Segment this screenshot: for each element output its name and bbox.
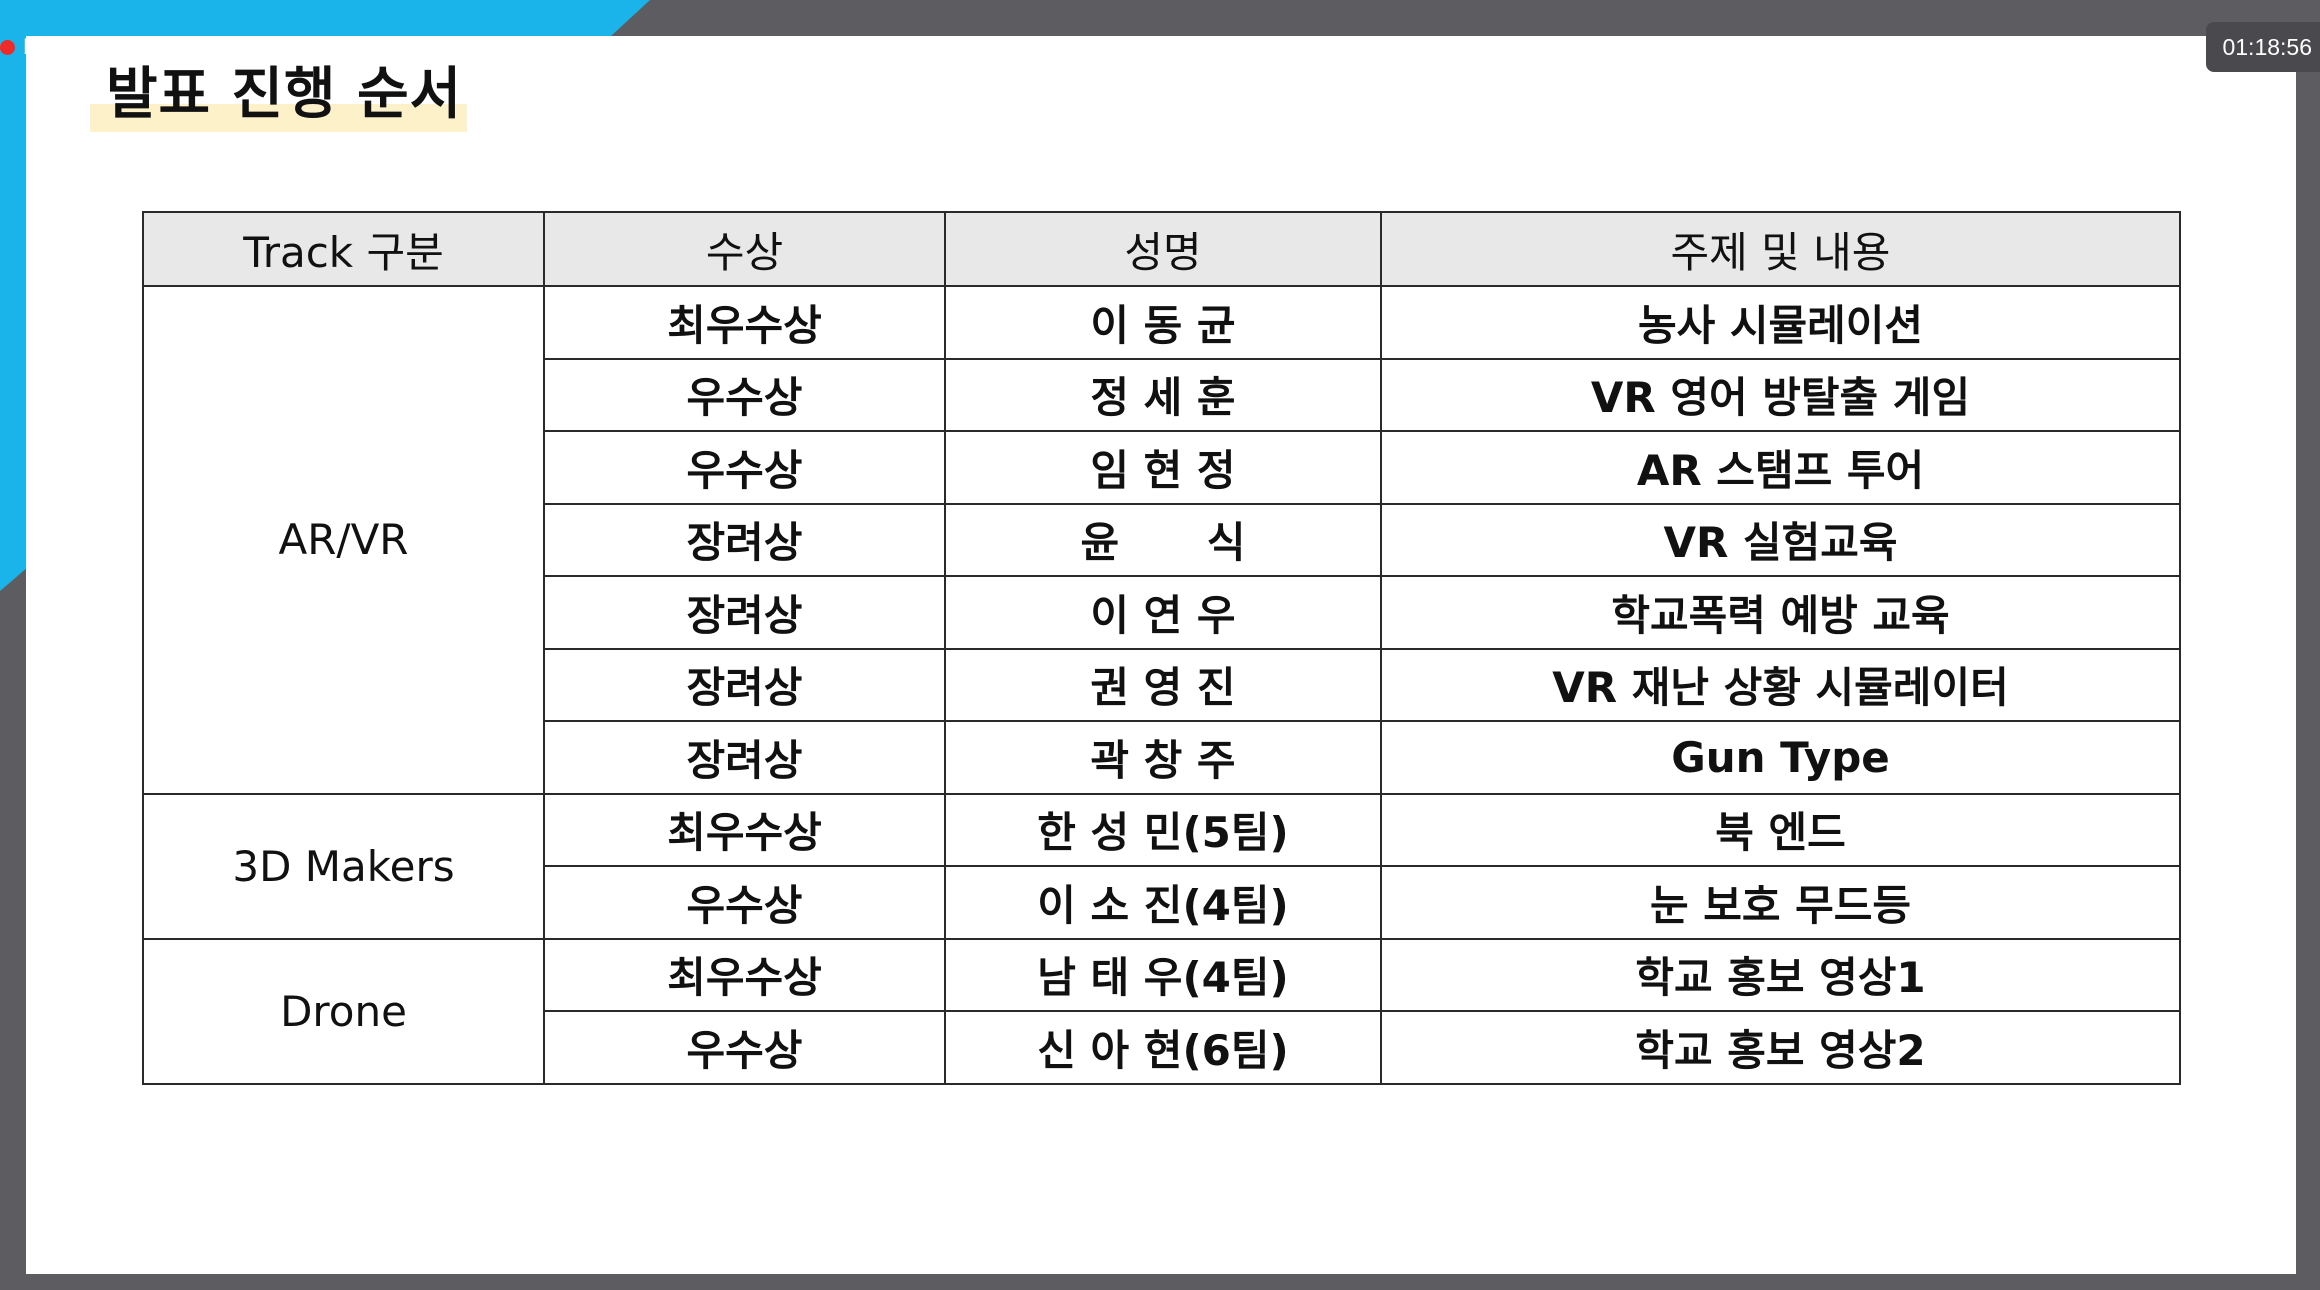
table-row: 3D Makers 최우수상 한 성 민(5팀) 북 엔드	[142, 792, 2181, 940]
award-cell: 우수상	[543, 357, 946, 432]
name-cell: 임 현 정	[944, 430, 1382, 505]
table-row: 우수상 정 세 훈 VR 영어 방탈출 게임	[143, 357, 2181, 432]
elapsed-timer: 01:18:56	[2206, 22, 2320, 72]
topic-cell: 학교폭력 예방 교육	[1380, 575, 2181, 650]
name-cell: 이 동 균	[944, 285, 1382, 360]
name-cell: 곽 창 주	[944, 720, 1382, 795]
awards-table: Track 구분 수상 성명 주제 및 내용 AR/VR 최우수상 이 동 균 …	[142, 211, 2181, 1085]
slide-title: 발표 진행 순서	[106, 62, 463, 127]
award-cell: 우수상	[543, 430, 946, 505]
table-row: 우수상 신 아 현(6팀) 학교 홍보 영상2	[143, 1010, 2181, 1085]
recording-dot-icon	[0, 39, 15, 55]
award-cell: 최우수상	[543, 937, 946, 1012]
table-row: AR/VR 최우수상 이 동 균 농사 시뮬레이션	[142, 285, 2181, 795]
award-cell: 최우수상	[543, 792, 946, 867]
topic-cell: 눈 보호 무드등	[1380, 865, 2181, 940]
header-track: Track 구분	[142, 211, 545, 287]
topic-cell: 농사 시뮬레이션	[1380, 285, 2181, 360]
award-cell: 장려상	[543, 647, 946, 722]
table-row: 장려상 곽 창 주 Gun Type	[143, 720, 2181, 795]
award-cell: 장려상	[543, 720, 946, 795]
slide-accent-top	[0, 0, 650, 36]
name-cell: 남 태 우(4팀)	[944, 937, 1382, 1012]
recording-indicator: Recording	[0, 34, 126, 60]
topic-cell: VR 실험교육	[1380, 502, 2181, 577]
award-cell: 장려상	[543, 502, 946, 577]
name-cell: 한 성 민(5팀)	[944, 792, 1382, 867]
name-cell: 윤 식	[944, 502, 1382, 577]
table-row: 장려상 권 영 진 VR 재난 상황 시뮬레이터	[143, 647, 2181, 722]
slide-title-block: 발표 진행 순서	[90, 60, 467, 132]
track-cell: AR/VR	[142, 285, 545, 795]
name-cell: 신 아 현(6팀)	[944, 1010, 1382, 1085]
topic-cell: Gun Type	[1380, 720, 2181, 795]
topic-cell: VR 재난 상황 시뮬레이터	[1380, 647, 2181, 722]
award-cell: 장려상	[543, 575, 946, 650]
name-cell: 이 연 우	[944, 575, 1382, 650]
topic-cell: AR 스탬프 투어	[1380, 430, 2181, 505]
name-cell: 정 세 훈	[944, 357, 1382, 432]
header-topic: 주제 및 내용	[1380, 211, 2181, 287]
slide-accent-left	[0, 36, 26, 591]
award-cell: 우수상	[543, 865, 946, 940]
award-cell: 우수상	[543, 1010, 946, 1085]
recording-label: Recording	[23, 34, 126, 59]
topic-cell: VR 영어 방탈출 게임	[1380, 357, 2181, 432]
name-cell: 이 소 진(4팀)	[944, 865, 1382, 940]
topic-cell: 북 엔드	[1380, 792, 2181, 867]
table-row: 장려상 윤 식 VR 실험교육	[143, 502, 2181, 577]
header-award: 수상	[543, 211, 946, 287]
table-row: Drone 최우수상 남 태 우(4팀) 학교 홍보 영상1	[142, 937, 2181, 1085]
track-cell: 3D Makers	[142, 792, 545, 940]
name-cell: 권 영 진	[944, 647, 1382, 722]
header-name: 성명	[944, 211, 1382, 287]
table-header-row: Track 구분 수상 성명 주제 및 내용	[142, 211, 2181, 287]
presentation-slide: 발표 진행 순서 Track 구분 수상 성명 주제 및 내용 AR/VR	[26, 36, 2296, 1274]
topic-cell: 학교 홍보 영상2	[1380, 1010, 2181, 1085]
title-highlight	[90, 104, 467, 132]
track-cell: Drone	[142, 937, 545, 1085]
topic-cell: 학교 홍보 영상1	[1380, 937, 2181, 1012]
table-row: 우수상 이 소 진(4팀) 눈 보호 무드등	[143, 865, 2181, 940]
table-row: 장려상 이 연 우 학교폭력 예방 교육	[143, 575, 2181, 650]
table-row: 우수상 임 현 정 AR 스탬프 투어	[143, 430, 2181, 505]
award-cell: 최우수상	[543, 285, 946, 360]
